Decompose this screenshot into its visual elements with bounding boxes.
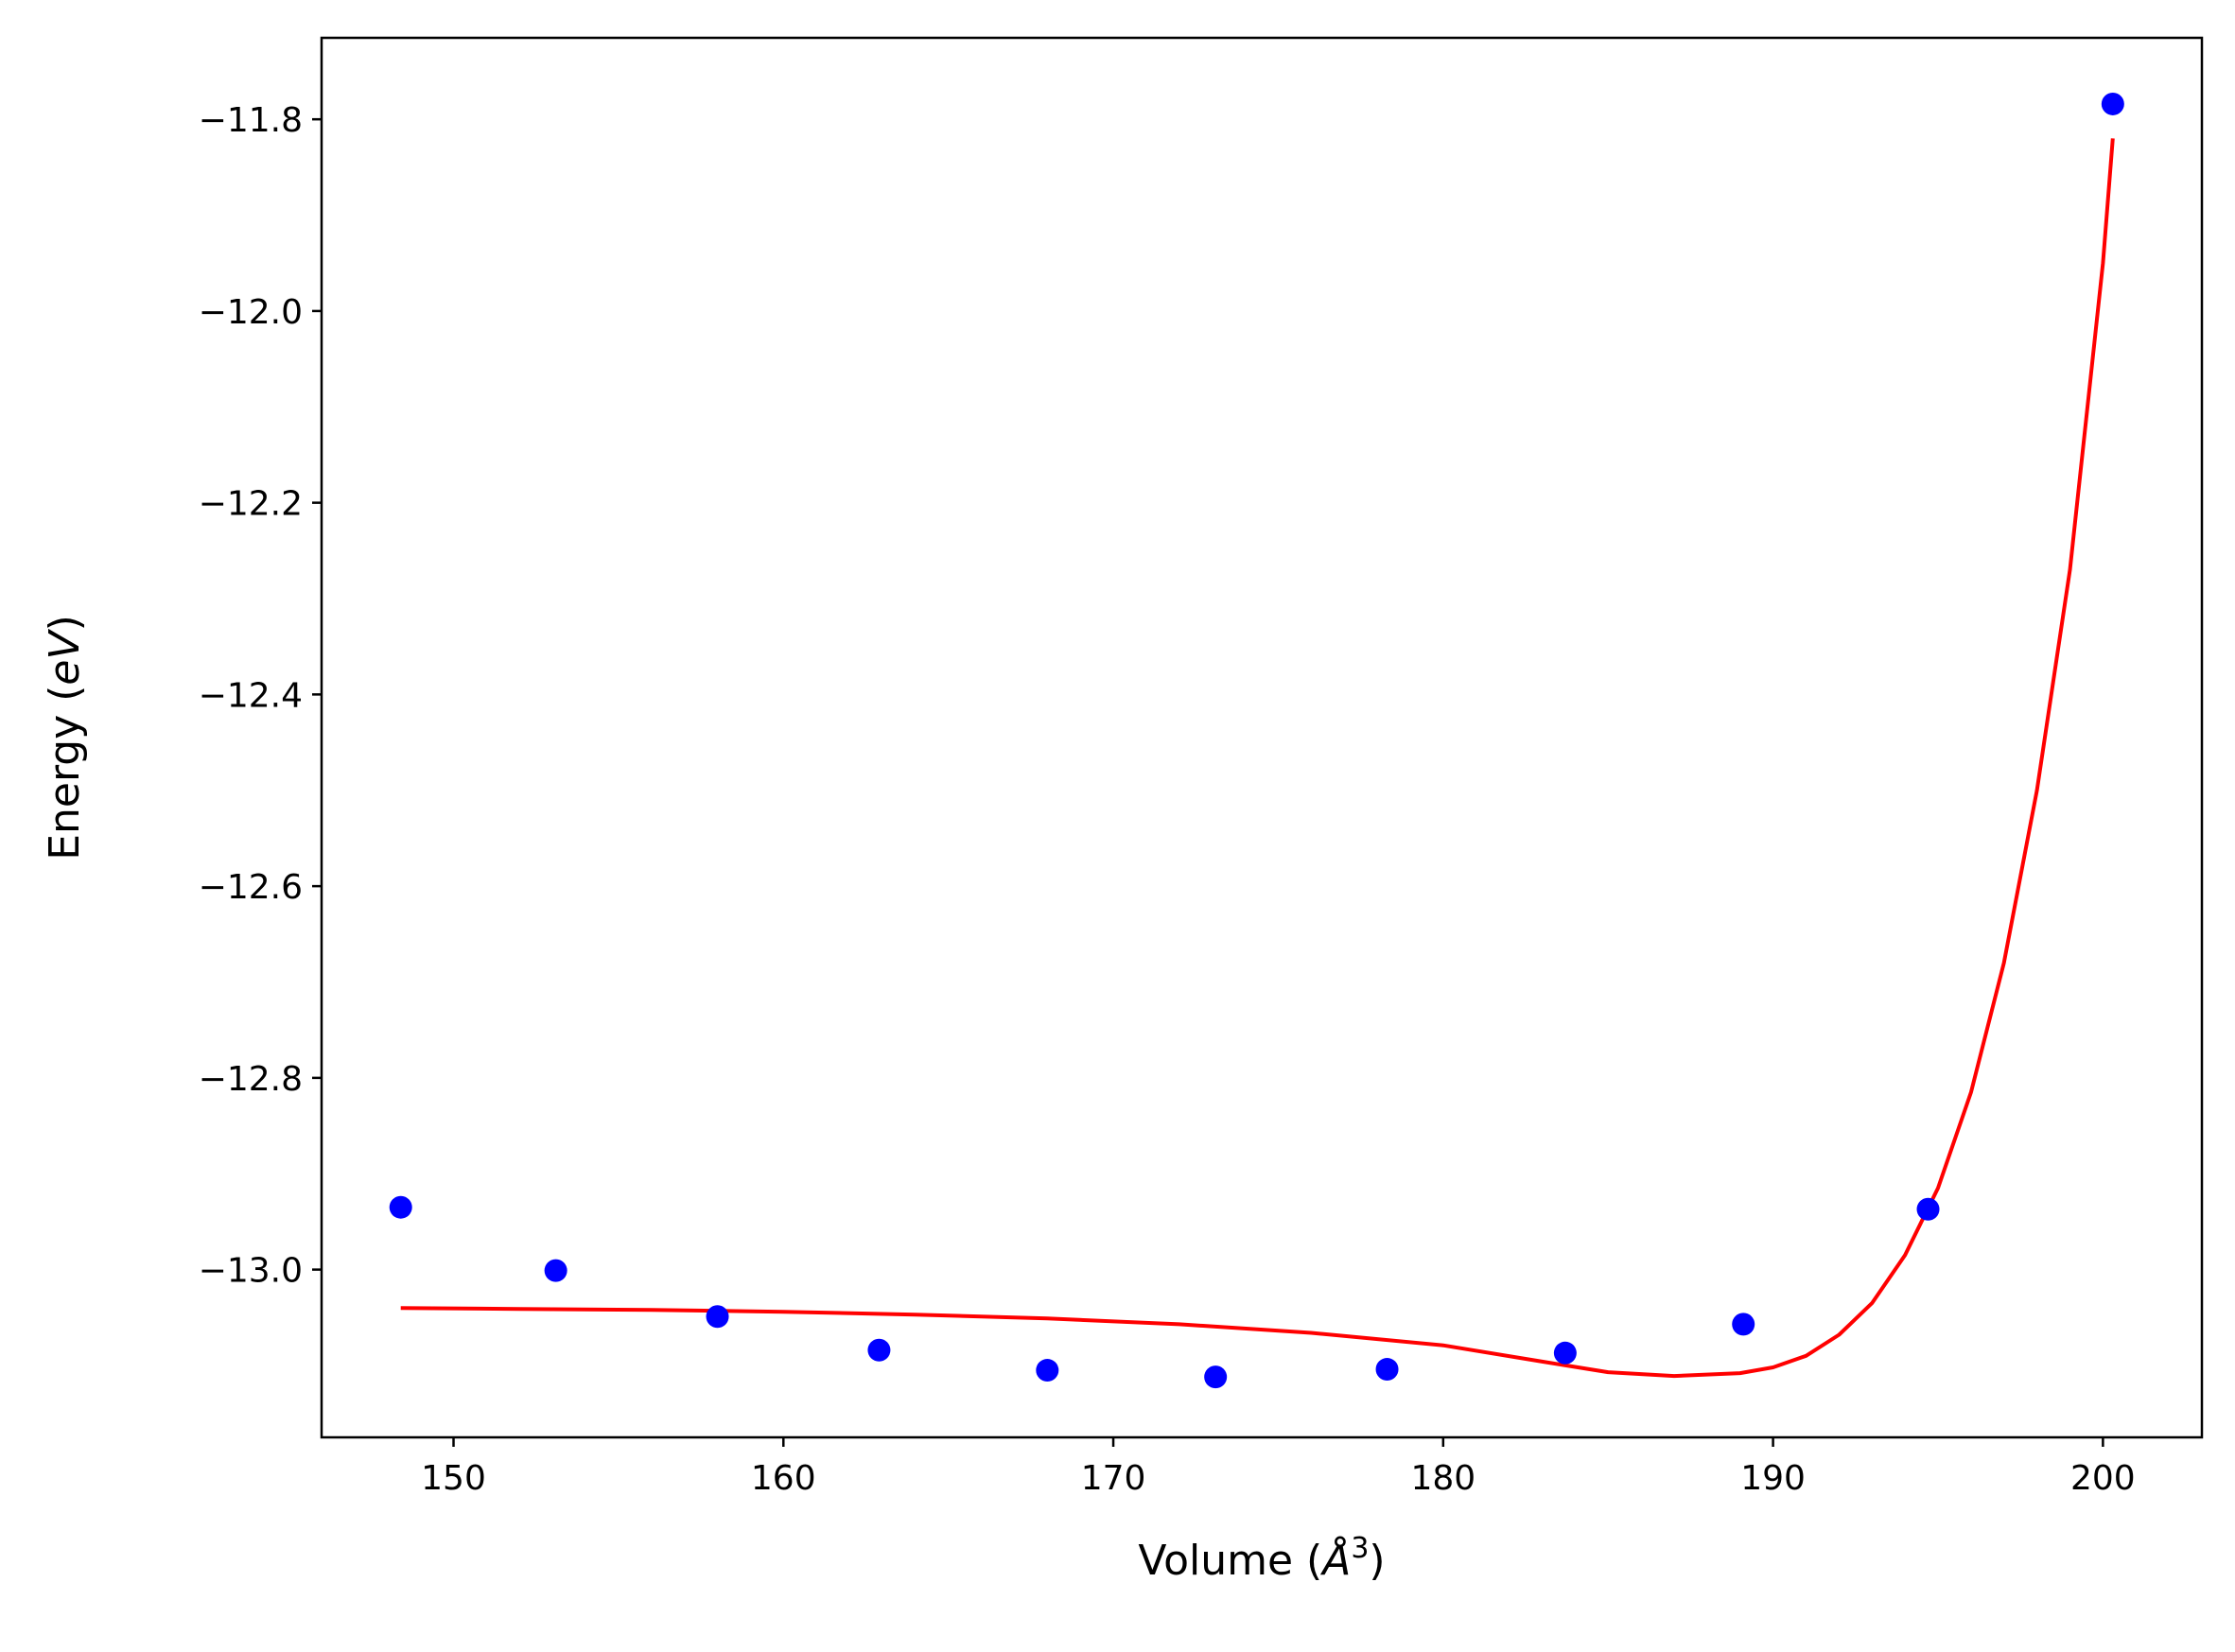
x-tick-label: 150 <box>421 1459 486 1498</box>
y-tick-label: −13.0 <box>199 1252 303 1291</box>
fit-curve-line <box>400 138 2115 1379</box>
data-point <box>867 1338 891 1362</box>
data-point <box>1375 1358 1399 1382</box>
data-point <box>1732 1313 1755 1336</box>
y-tick-label: −12.2 <box>199 485 303 524</box>
plot-frame <box>320 36 2204 1439</box>
y-tick-label: −12.8 <box>199 1060 303 1099</box>
x-tick-label: 160 <box>751 1459 816 1498</box>
y-tick-label: −12.4 <box>199 676 303 715</box>
data-point <box>1553 1341 1577 1365</box>
data-point <box>544 1259 567 1282</box>
data-point <box>1036 1359 1059 1382</box>
y-tick-label: −12.6 <box>199 868 303 907</box>
x-tick-label: 190 <box>1740 1459 1806 1498</box>
data-point <box>389 1195 412 1219</box>
data-points-layer <box>389 92 2124 1389</box>
data-point <box>1204 1365 1228 1389</box>
data-point <box>2101 92 2124 115</box>
x-axis-title: Volume (Å3) <box>1138 1532 1385 1585</box>
data-point <box>1916 1197 1940 1221</box>
y-axis-title: Energy (eV) <box>41 615 89 861</box>
fit-curve-layer <box>400 138 2115 1379</box>
y-tick-label: −12.0 <box>199 293 303 332</box>
x-tick-label: 200 <box>2070 1459 2136 1498</box>
x-tick-label: 170 <box>1081 1459 1146 1498</box>
y-axis-ticks: −13.0 −12.8 −12.6 −12.4 −12.2 −12.0 −11.8 <box>199 101 322 1291</box>
x-tick-label: 180 <box>1410 1459 1475 1498</box>
x-axis-ticks: 150 160 170 180 190 200 <box>421 1437 2136 1498</box>
plot-area <box>389 92 2124 1389</box>
data-point <box>706 1305 729 1329</box>
y-tick-label: −11.8 <box>199 101 303 140</box>
